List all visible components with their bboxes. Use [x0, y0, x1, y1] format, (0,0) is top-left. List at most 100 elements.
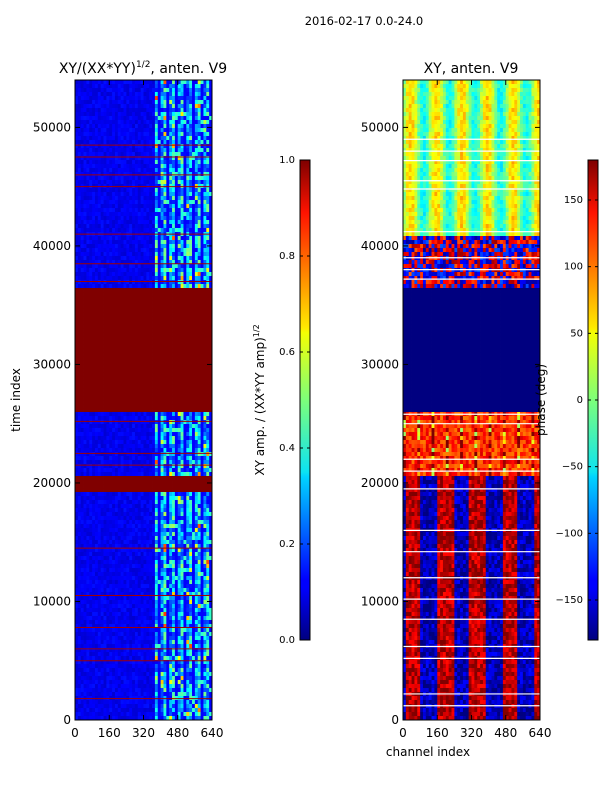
- amplitude-cell: [134, 404, 139, 409]
- amplitude-cell: [126, 416, 130, 421]
- amplitude-cell: [149, 304, 153, 309]
- amplitude-cell: [157, 480, 162, 485]
- amplitude-cell: [129, 144, 133, 149]
- amplitude-cell: [92, 180, 96, 185]
- amplitude-cell: [143, 116, 147, 121]
- amplitude-cell: [112, 248, 116, 253]
- amplitude-cell: [152, 392, 156, 397]
- amplitude-cell: [189, 328, 193, 333]
- amplitude-cell: [100, 364, 104, 369]
- amplitude-cell: [177, 428, 181, 433]
- amplitude-cell: [100, 488, 104, 493]
- amplitude-cell: [137, 344, 142, 349]
- amplitude-cell: [80, 124, 84, 129]
- amplitude-cell: [194, 88, 199, 93]
- amplitude-cell: [75, 176, 79, 181]
- amplitude-cell: [149, 216, 153, 221]
- amplitude-cell: [189, 84, 193, 89]
- amplitude-cell: [97, 264, 102, 269]
- amplitude-cell: [166, 464, 170, 469]
- amplitude-cell: [83, 384, 87, 389]
- amplitude-cell: [209, 316, 212, 321]
- amplitude-cell: [140, 80, 144, 85]
- amplitude-cell: [177, 484, 181, 489]
- amplitude-cell: [114, 456, 119, 461]
- amplitude-cell: [183, 312, 187, 317]
- amplitude-cell: [117, 416, 122, 421]
- amplitude-cell: [129, 456, 133, 461]
- amplitude-cell: [132, 112, 136, 117]
- amplitude-cell: [92, 372, 96, 377]
- amplitude-cell: [77, 160, 82, 165]
- amplitude-cell: [189, 124, 193, 129]
- amplitude-cell: [183, 400, 187, 405]
- amplitude-cell: [192, 336, 196, 341]
- amplitude-cell: [117, 420, 122, 425]
- amplitude-cell: [129, 396, 133, 401]
- amplitude-cell: [166, 476, 170, 481]
- amplitude-cell: [112, 160, 116, 165]
- amplitude-cell: [209, 284, 212, 289]
- amplitude-cell: [86, 420, 90, 425]
- amplitude-cell: [140, 476, 144, 481]
- amplitude-cell: [100, 480, 104, 485]
- amplitude-cell: [160, 352, 164, 357]
- amplitude-cell: [154, 316, 159, 321]
- amplitude-cell: [100, 368, 104, 373]
- amplitude-cell: [89, 308, 93, 313]
- amplitude-cell: [192, 484, 196, 489]
- amplitude-cell: [169, 324, 173, 329]
- amplitude-cell: [114, 224, 119, 229]
- amplitude-cell: [172, 464, 176, 469]
- amplitude-cell: [75, 156, 79, 161]
- amplitude-cell: [120, 344, 124, 349]
- amplitude-cell: [154, 268, 159, 273]
- amplitude-cell: [123, 456, 127, 461]
- amplitude-cell: [163, 468, 167, 473]
- amplitude-cell: [117, 288, 122, 293]
- amplitude-cell: [77, 452, 82, 457]
- amplitude-cell: [120, 288, 124, 293]
- amplitude-cell: [80, 368, 84, 373]
- amplitude-cell: [75, 108, 79, 113]
- amplitude-cell: [94, 492, 99, 497]
- amplitude-cell: [169, 424, 173, 429]
- amplitude-cell: [137, 428, 142, 433]
- amplitude-cell: [143, 372, 147, 377]
- amplitude-cell: [89, 492, 93, 497]
- amplitude-cell: [203, 176, 207, 181]
- amplitude-cell: [154, 308, 159, 313]
- amplitude-cell: [86, 380, 90, 385]
- amplitude-cell: [75, 448, 79, 453]
- amplitude-cell: [189, 88, 193, 93]
- amplitude-cell: [134, 296, 139, 301]
- amplitude-cell: [157, 412, 162, 417]
- amplitude-cell: [100, 392, 104, 397]
- amplitude-cell: [177, 436, 181, 441]
- amplitude-cell: [92, 488, 96, 493]
- amplitude-cell: [192, 204, 196, 209]
- amplitude-cell: [209, 116, 212, 121]
- amplitude-cell: [123, 304, 127, 309]
- amplitude-cell: [100, 484, 104, 489]
- amplitude-cell: [163, 352, 167, 357]
- amplitude-cell: [189, 128, 193, 133]
- amplitude-cell: [134, 128, 139, 133]
- amplitude-cell: [169, 88, 173, 93]
- amplitude-cell: [200, 472, 204, 477]
- amplitude-cell: [183, 364, 187, 369]
- amplitude-cell: [86, 128, 90, 133]
- amplitude-cell: [206, 472, 210, 477]
- amplitude-cell: [203, 472, 207, 477]
- amplitude-cell: [169, 296, 173, 301]
- amplitude-cell: [206, 484, 210, 489]
- amplitude-cell: [97, 256, 102, 261]
- amplitude-cell: [154, 288, 159, 293]
- amplitude-cell: [97, 172, 102, 177]
- amplitude-cell: [77, 296, 82, 301]
- amplitude-cell: [106, 420, 110, 425]
- amplitude-cell: [192, 176, 196, 181]
- amplitude-cell: [169, 372, 173, 377]
- amplitude-cell: [172, 156, 176, 161]
- amplitude-cell: [160, 384, 164, 389]
